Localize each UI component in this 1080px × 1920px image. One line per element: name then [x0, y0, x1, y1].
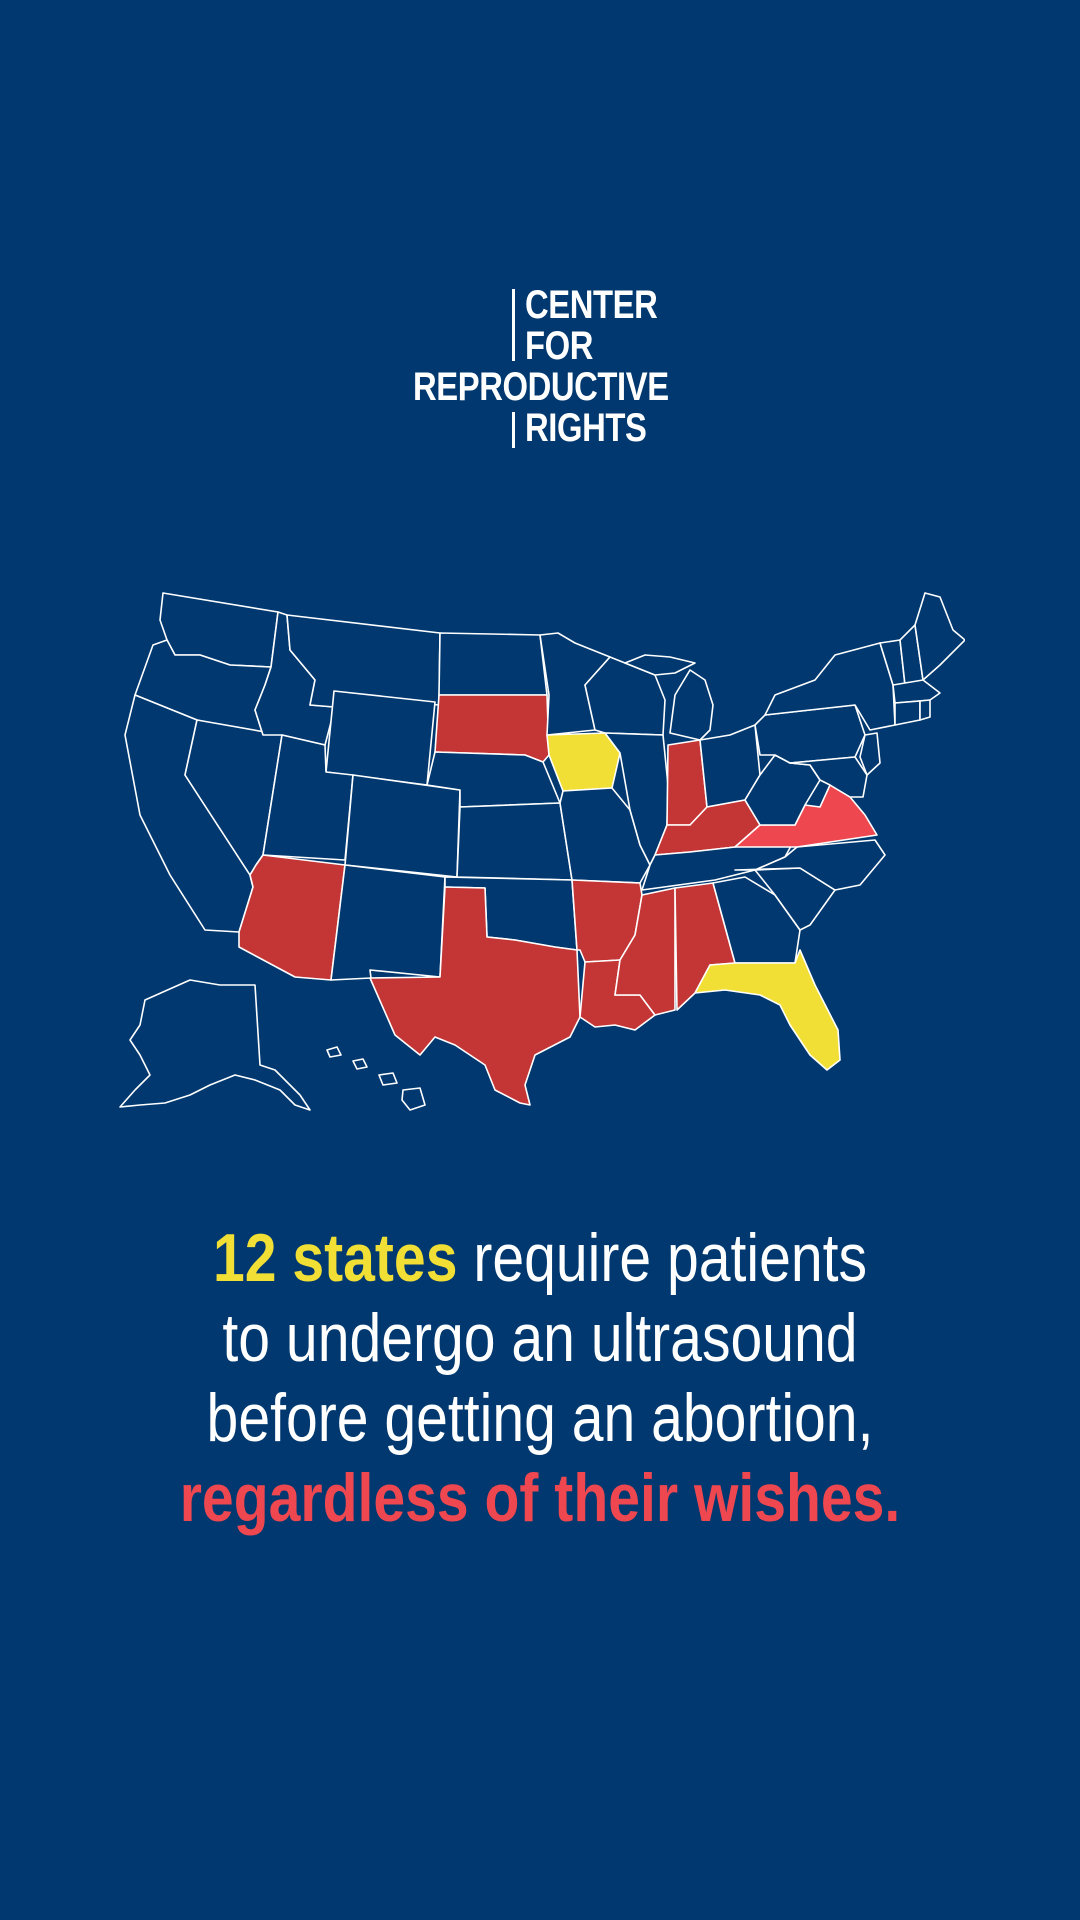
state-arizona	[238, 854, 346, 981]
state-iowa	[546, 732, 621, 792]
state-colorado	[344, 774, 461, 878]
state-michigan-upper	[624, 654, 696, 676]
state-alaska	[119, 979, 311, 1111]
state-new-jersey	[859, 732, 881, 776]
state-north-carolina	[734, 839, 886, 891]
state-maine	[914, 592, 965, 681]
state-hawaii-3	[378, 1072, 398, 1086]
headline-emphasis: regardless of their wishes.	[179, 1460, 901, 1536]
state-texas	[369, 886, 581, 1106]
state-massachusetts	[892, 679, 941, 704]
state-maryland	[789, 756, 868, 798]
state-hawaii-4	[401, 1087, 426, 1111]
state-new-mexico	[330, 864, 446, 981]
state-connecticut	[894, 700, 921, 726]
logo-line-4: RIGHTS	[525, 406, 647, 450]
headline-line-2: to undergo an ultrasound	[222, 1300, 858, 1376]
headline-line-1-rest: require patients	[457, 1220, 868, 1296]
logo-line-3: REPRODUCTIVE	[413, 365, 669, 409]
logo-line-2: FOR	[525, 324, 594, 368]
state-kansas	[456, 802, 573, 881]
us-states-map	[115, 585, 965, 1125]
organization-logo: CENTER FOR REPRODUCTIVE RIGHTS	[412, 285, 672, 455]
headline: 12 states require patients to undergo an…	[0, 1218, 1080, 1538]
highlight-count: 12 states	[212, 1220, 458, 1296]
state-hawaii-2	[352, 1058, 368, 1070]
state-wyoming	[325, 690, 436, 786]
logo-line-1: CENTER	[525, 283, 658, 327]
state-florida	[694, 949, 841, 1071]
state-wisconsin	[584, 656, 666, 736]
logo-bar-top	[512, 289, 515, 361]
state-north-dakota	[438, 632, 548, 696]
logo-bar-bottom	[512, 412, 515, 448]
headline-line-1: 12 states require patients	[86, 1218, 993, 1298]
state-michigan	[669, 669, 714, 741]
headline-line-3: before getting an abortion,	[206, 1380, 874, 1456]
state-rhode-island	[919, 699, 931, 721]
state-hawaii-1	[326, 1046, 342, 1058]
